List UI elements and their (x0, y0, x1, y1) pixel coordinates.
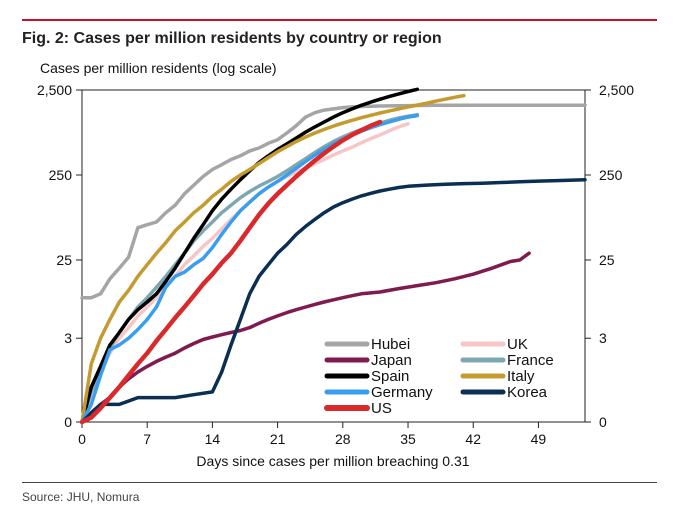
series-line-korea (80, 177, 587, 424)
y-tick-label-right: 2,500 (599, 82, 634, 98)
x-axis-label: Days since cases per million breaching 0… (196, 453, 469, 469)
series-line-japan (80, 251, 531, 424)
y-tick-label-right: 3 (599, 330, 607, 346)
legend-label-japan: Japan (371, 352, 412, 369)
legend-label-germany: Germany (371, 384, 433, 401)
bottom-rule (22, 482, 657, 483)
legend-label-us: US (371, 400, 392, 417)
legend-label-france: France (507, 352, 554, 369)
chart-title: Fig. 2: Cases per million residents by c… (22, 30, 442, 47)
y-tick-label-left: 250 (49, 167, 73, 183)
plot-frame (81, 89, 586, 423)
top-rule (22, 19, 657, 21)
x-tick-label: 42 (465, 431, 481, 447)
x-tick-label: 0 (78, 431, 86, 447)
y-tick-label-right: 25 (599, 252, 615, 268)
series-line-italy (80, 93, 466, 424)
y-tick-label-left: 3 (64, 330, 72, 346)
legend-label-korea: Korea (507, 384, 548, 401)
x-tick-label: 35 (400, 431, 416, 447)
y-tick-label-right: 250 (599, 167, 623, 183)
x-tick-label: 21 (270, 431, 286, 447)
legend-label-uk: UK (507, 336, 528, 353)
x-tick-label: 7 (143, 431, 151, 447)
y-tick-label-left: 25 (56, 252, 72, 268)
x-tick-label: 28 (335, 431, 351, 447)
series-line-hubei (80, 103, 587, 300)
legend-label-spain: Spain (371, 368, 409, 385)
y-tick-label-left: 0 (64, 414, 72, 430)
source-note: Source: JHU, Nomura (22, 490, 140, 504)
y-axis-label: Cases per million residents (log scale) (40, 60, 277, 76)
y-tick-label-left: 2,500 (37, 82, 72, 98)
legend-label-hubei: Hubei (371, 336, 410, 353)
x-tick-label: 14 (205, 431, 221, 447)
series-line-us (79, 119, 383, 425)
x-tick-label: 49 (531, 431, 547, 447)
legend-label-italy: Italy (507, 368, 535, 385)
y-tick-label-right: 0 (599, 414, 607, 430)
